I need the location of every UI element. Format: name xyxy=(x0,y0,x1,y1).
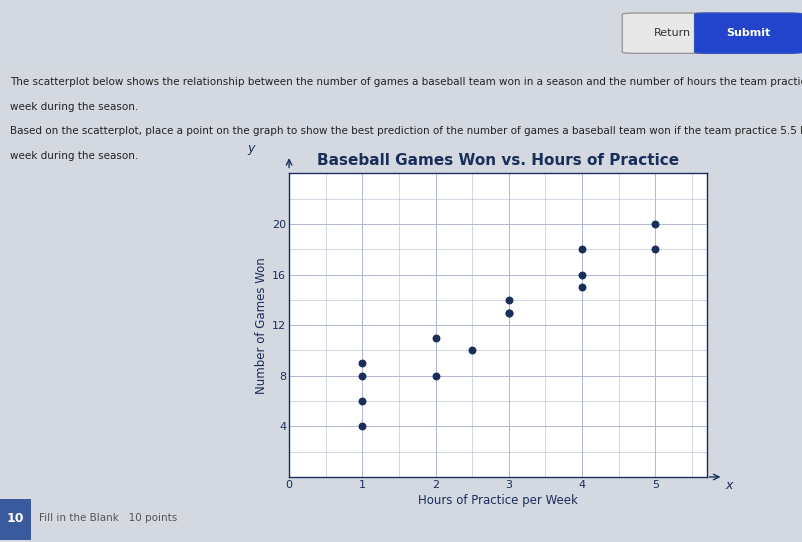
Point xyxy=(502,295,515,304)
Text: Based on the scatterplot, place a point on the graph to show the best prediction: Based on the scatterplot, place a point … xyxy=(10,126,802,136)
FancyBboxPatch shape xyxy=(0,499,30,540)
FancyBboxPatch shape xyxy=(694,13,802,53)
Text: y: y xyxy=(247,142,254,155)
Point xyxy=(575,283,588,292)
Point xyxy=(355,422,368,431)
Point xyxy=(355,359,368,367)
Point xyxy=(648,245,661,254)
Text: Submit: Submit xyxy=(726,28,770,37)
Title: Baseball Games Won vs. Hours of Practice: Baseball Games Won vs. Hours of Practice xyxy=(317,153,678,168)
Point xyxy=(355,397,368,405)
Point xyxy=(648,220,661,228)
Text: week during the season.: week during the season. xyxy=(10,102,138,112)
Text: Fill in the Blank   10 points: Fill in the Blank 10 points xyxy=(38,513,176,523)
Point xyxy=(502,308,515,317)
Y-axis label: Number of Games Won: Number of Games Won xyxy=(255,257,268,393)
Text: x: x xyxy=(724,479,732,492)
Point xyxy=(575,270,588,279)
Point xyxy=(355,371,368,380)
FancyBboxPatch shape xyxy=(622,13,722,53)
Point xyxy=(575,245,588,254)
Text: week during the season.: week during the season. xyxy=(10,151,138,161)
Point xyxy=(428,333,441,342)
Text: The scatterplot below shows the relationship between the number of games a baseb: The scatterplot below shows the relation… xyxy=(10,77,802,87)
Point xyxy=(502,308,515,317)
Text: 10: 10 xyxy=(6,512,24,525)
X-axis label: Hours of Practice per Week: Hours of Practice per Week xyxy=(417,494,577,507)
Point xyxy=(428,371,441,380)
Text: Return: Return xyxy=(653,28,691,37)
Point xyxy=(465,346,478,355)
